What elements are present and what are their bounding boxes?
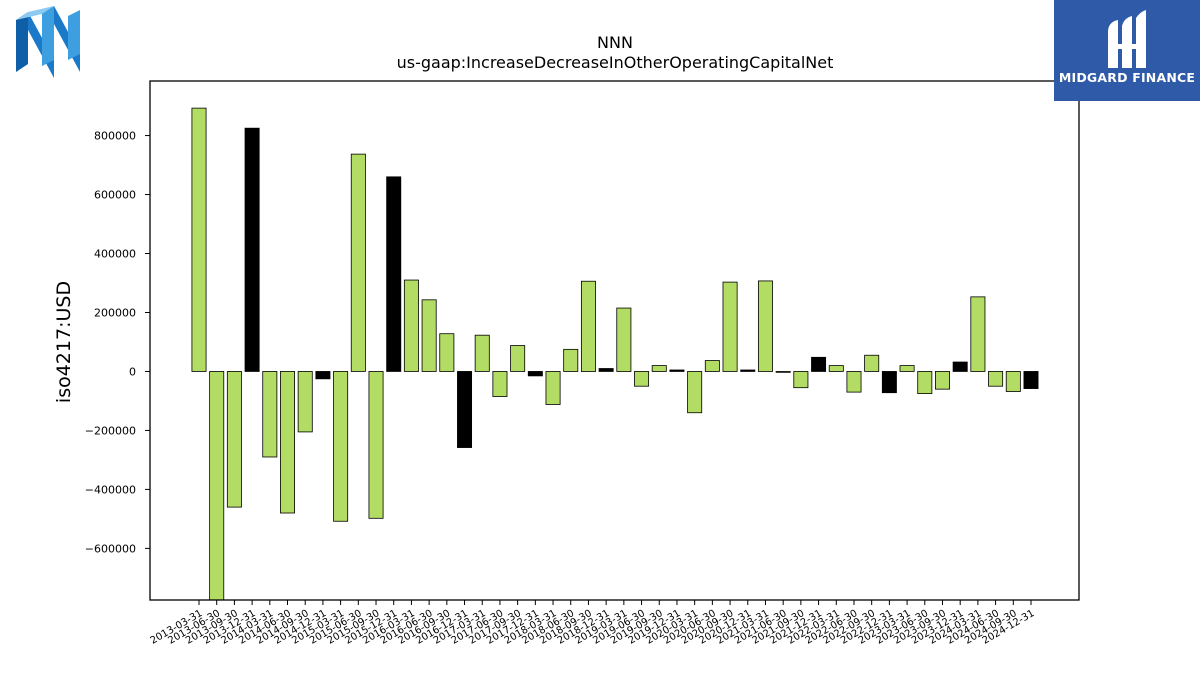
bar-2023-06-30 [917,371,933,394]
bar-2020-09-30 [722,281,738,372]
y-axis-label: iso4217:USD [53,281,75,403]
bar-2021-06-30 [775,371,791,373]
midgard-mark-icon [1108,10,1146,68]
bar-2020-06-30 [704,360,720,372]
bar-2020-12-31 [740,369,756,372]
bar-2018-09-30 [580,280,596,372]
bar-2021-12-31 [811,356,827,372]
bar-2017-03-31 [474,334,490,372]
bar-2019-03-31 [616,307,632,372]
bar-2023-09-30 [935,371,950,390]
bar-2018-06-30 [563,348,579,372]
bar-2017-12-31 [527,371,543,377]
y-tick-label: 400000 [94,248,136,261]
bar-2014-06-30 [280,371,295,514]
bar-2019-09-30 [651,365,667,372]
bar-2016-03-31 [403,279,419,372]
bar-2024-03-31 [970,296,986,372]
bar-2013-12-31 [244,127,260,372]
bar-2014-03-31 [262,371,278,458]
bar-2015-09-30 [368,371,384,519]
bar-2013-06-30 [209,371,225,600]
bar-2021-03-31 [757,280,773,372]
bar-2016-06-30 [421,299,437,372]
bar-2020-03-31 [687,371,703,414]
chart-subtitle: us-gaap:IncreaseDecreaseInOtherOperating… [397,53,834,72]
plot-frame [149,80,1080,601]
bar-2019-12-31 [669,369,685,372]
bar-2017-09-30 [510,345,526,372]
bar-2016-12-31 [457,371,473,448]
bar-2024-12-31 [1023,371,1039,389]
bar-2024-06-30 [988,371,1004,387]
y-tick-label: 600000 [94,189,136,202]
y-tick-label: 0 [129,365,136,378]
bar-2018-03-31 [545,371,561,405]
nn-logo [14,6,82,80]
y-tick-label: 800000 [94,130,136,143]
bar-2022-09-30 [864,354,880,372]
bar-2014-09-30 [297,371,313,433]
midgard-brand-text: MIDGARD FINANCE [1058,70,1196,85]
bar-2022-06-30 [846,371,862,393]
y-tick-label: −200000 [85,424,136,437]
bar-2018-12-31 [598,368,614,372]
bar-2015-06-30 [350,153,366,372]
bar-2023-03-31 [899,365,915,372]
nn-logo-icon [16,6,80,78]
bar-2022-12-31 [881,371,897,394]
bars-group [191,107,1039,600]
y-tick-label: −600000 [85,542,136,555]
bar-2013-09-30 [226,371,242,508]
y-axis: −600000 −400000 −200000 0 200000 400000 600000… [85,130,150,555]
bar-2019-06-30 [634,371,650,387]
bar-2014-12-31 [315,371,331,380]
bar-2023-12-31 [952,361,968,372]
midgard-finance-logo: MIDGARD FINANCE [1054,0,1200,101]
bar-2016-09-30 [439,333,455,372]
x-axis: 2013-03-312013-06-302013-09-302013-12-31… [149,600,1037,647]
y-tick-label: −400000 [85,483,136,496]
bar-2022-03-31 [828,365,844,372]
bar-2017-06-30 [492,371,508,397]
bar-2015-03-31 [333,371,349,522]
chart-title: NNN [597,33,633,52]
bar-2015-12-31 [386,176,402,372]
bar-2024-09-30 [1005,371,1021,392]
bar-2021-09-30 [793,371,809,389]
y-tick-label: 200000 [94,306,136,319]
bar-2013-03-31 [191,107,207,372]
